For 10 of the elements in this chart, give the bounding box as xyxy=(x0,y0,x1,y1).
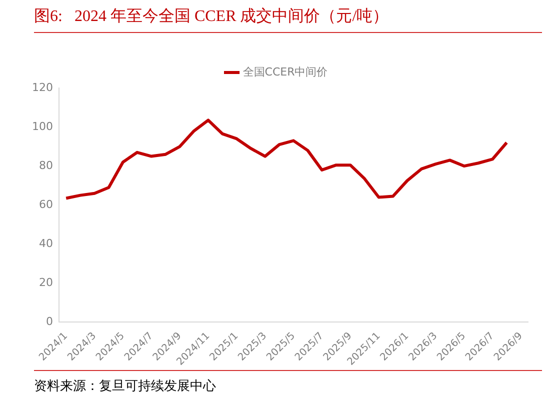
text: 资料来源：复旦可持续发展中心 xyxy=(34,377,217,395)
y-tick-label: 20 xyxy=(38,276,53,289)
y-tick-label: 100 xyxy=(32,120,53,133)
y-tick-label: 60 xyxy=(38,198,53,211)
y-tick-label: 120 xyxy=(32,80,53,94)
chart-title: 图6: 2024 年至今全国 CCER 成交中间价（元/吨） xyxy=(34,0,542,33)
y-tick-label: 0 xyxy=(46,315,53,328)
y-tick-label: 80 xyxy=(38,158,53,172)
y-tick-label: 40 xyxy=(38,236,53,250)
legend-label: 全国CCER中间价 xyxy=(242,65,328,78)
